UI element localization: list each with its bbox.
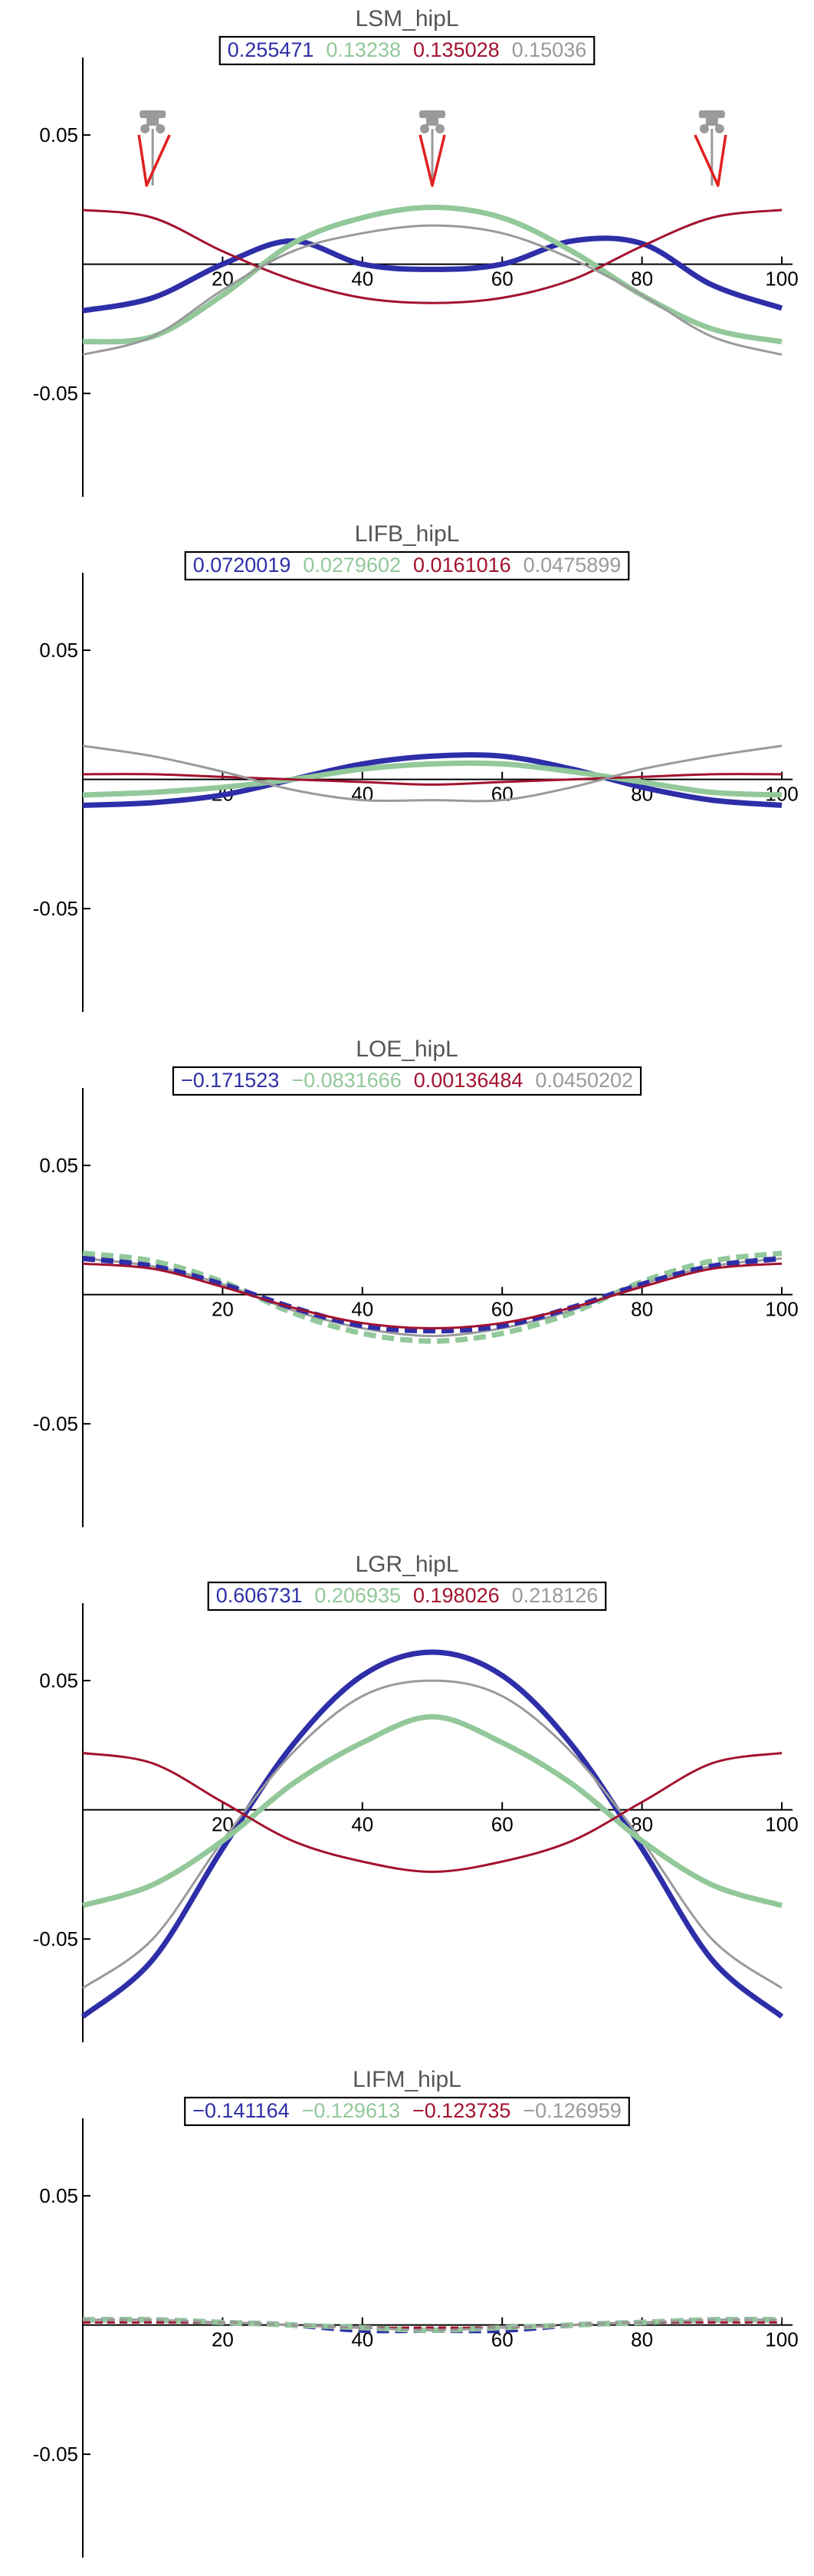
x-tick-label: 100 (765, 2328, 798, 2351)
x-tick-label: 40 (351, 268, 373, 291)
legend-box (184, 2096, 630, 2127)
x-tick-label: 20 (212, 2328, 234, 2351)
chart-title: LGR_hipL (355, 1552, 458, 1577)
series-line-blue (82, 235, 783, 314)
legend-value-red: 0.00136484 (414, 1069, 524, 1092)
legend-value-green: −0.129613 (302, 2099, 400, 2122)
y-tick-label: -0.05 (33, 1412, 78, 1435)
legend-value-green: −0.0831666 (291, 1069, 401, 1092)
y-tick-label: 0.05 (39, 1669, 78, 1692)
legend-box (207, 1581, 607, 1612)
series-line-red (82, 1262, 783, 1329)
y-tick-label: 0.05 (39, 2184, 78, 2207)
legend-value-green: 0.206935 (314, 1584, 401, 1607)
legend-value-blue: −0.171523 (181, 1069, 279, 1092)
series-line-blue (82, 1256, 783, 1334)
x-tick-label: 40 (351, 1813, 373, 1836)
y-tick-label: -0.05 (33, 897, 78, 920)
chart-panel-4: LGR_hipL 0.606731 0.206935 0.198026 0.218126… (33, 1552, 799, 2042)
legend-value-red: 0.0161016 (413, 554, 511, 577)
legend: 0.255471 0.13238 0.135028 0.15036 (218, 35, 596, 66)
x-tick-label: 60 (491, 783, 514, 806)
legend-value-blue: 0.0720019 (193, 554, 291, 577)
series-line-red (82, 209, 783, 304)
legend-box (218, 35, 596, 66)
series-line-green (82, 205, 783, 345)
series-line-gray (82, 1257, 783, 1338)
legend-value-gray: 0.15036 (512, 38, 587, 61)
chart-panel-2: LIFB_hipL 0.0720019 0.0279602 0.0161016 0.04… (33, 521, 799, 1012)
y-tick-label: -0.05 (33, 382, 78, 405)
series-line-gray (82, 744, 783, 803)
x-tick-label: 100 (765, 268, 798, 291)
series-line-green (82, 1714, 783, 1908)
legend: 0.606731 0.206935 0.198026 0.218126 (207, 1581, 607, 1612)
x-tick-label: 80 (631, 268, 653, 291)
legend-value-gray: 0.218126 (512, 1584, 599, 1607)
series-line-green (82, 760, 783, 798)
legend-value-gray: 0.0450202 (535, 1069, 633, 1092)
chart-panel-5: LIFM_hipL−0.141164 −0.129613 −0.123735 −0.1… (33, 2067, 799, 2558)
legend-value-red: 0.135028 (413, 38, 500, 61)
x-tick-label: 60 (491, 1813, 514, 1836)
legend-value-red: −0.123735 (412, 2099, 510, 2122)
chart-panel-3: LOE_hipL −0.171523 −0.0831666 0.00136484 0.0… (33, 1037, 799, 1527)
legend-box (172, 1066, 642, 1096)
legend: 0.0720019 0.0279602 0.0161016 0.0475899 (184, 550, 630, 581)
legend-value-red: 0.198026 (413, 1584, 500, 1607)
legend-box (184, 550, 630, 581)
series-line-red (82, 773, 783, 786)
stance-leg-icon (694, 110, 727, 187)
series-line-gray (82, 224, 783, 356)
legend: −0.141164 −0.129613 −0.123735 −0.126959 (184, 2096, 630, 2127)
chart-title: LSM_hipL (355, 6, 458, 31)
series-line-blue (82, 752, 783, 808)
chart-title: LIFM_hipL (353, 2067, 461, 2092)
y-tick-label: 0.05 (39, 639, 78, 662)
chart-title: LIFB_hipL (355, 521, 460, 547)
series-line-gray (82, 1679, 783, 1990)
x-tick-label: 60 (491, 268, 514, 291)
x-tick-label: 60 (491, 1298, 514, 1321)
x-tick-label: 80 (631, 1298, 653, 1321)
y-tick-label: -0.05 (33, 2443, 78, 2466)
legend-value-green: 0.0279602 (303, 554, 401, 577)
chart-title: LOE_hipL (356, 1037, 458, 1062)
legend-value-gray: −0.126959 (523, 2099, 621, 2122)
x-tick-label: 40 (351, 1298, 373, 1321)
legend-value-blue: 0.606731 (216, 1584, 303, 1607)
legend: −0.171523 −0.0831666 0.00136484 0.0450202 (172, 1066, 642, 1096)
stance-leg-icon (418, 110, 446, 187)
legend-value-green: 0.13238 (326, 38, 401, 61)
series-line-red (82, 1752, 783, 1873)
x-tick-label: 20 (212, 1298, 234, 1321)
legend-value-blue: 0.255471 (228, 38, 314, 61)
series-line-gray (82, 2318, 783, 2331)
x-tick-label: 100 (765, 1813, 798, 1836)
x-tick-label: 100 (765, 1298, 798, 1321)
y-tick-label: 0.05 (39, 1154, 78, 1177)
legend-value-blue: −0.141164 (192, 2099, 289, 2122)
legend-value-gray: 0.0475899 (524, 554, 622, 577)
x-tick-label: 80 (631, 2328, 653, 2351)
y-tick-label: -0.05 (33, 1927, 78, 1950)
series-line-blue (80, 1649, 784, 2019)
stance-leg-icon (137, 110, 171, 187)
x-tick-label: 40 (351, 783, 373, 806)
y-tick-label: 0.05 (39, 123, 78, 146)
